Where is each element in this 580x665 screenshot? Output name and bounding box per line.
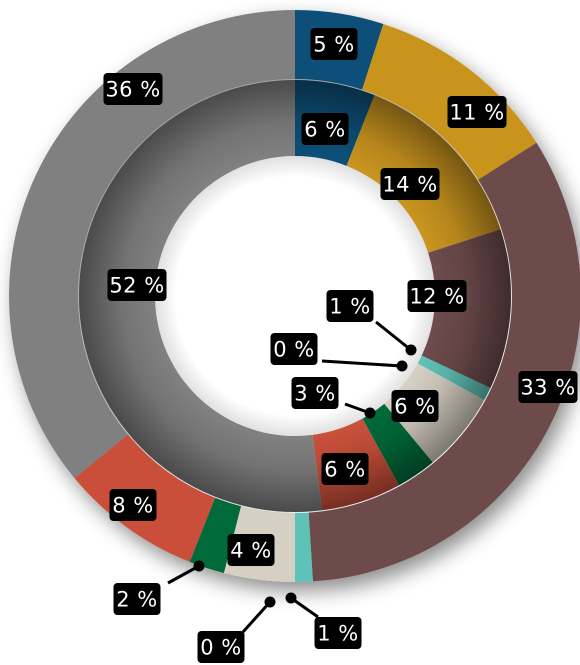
inner-label-gold: 14 % bbox=[380, 168, 440, 200]
inner-label-beige: 6 % bbox=[391, 390, 439, 422]
inner-label-beige-box bbox=[391, 390, 439, 422]
outer-label-gold: 11 % bbox=[447, 96, 507, 128]
outer-slice-teal bbox=[295, 512, 313, 582]
outer-slice-gray bbox=[8, 10, 295, 479]
outer-label-beige-box bbox=[227, 534, 275, 566]
outer-label-zero-text: 0 % bbox=[200, 636, 242, 660]
inner-label-red-box bbox=[321, 453, 369, 485]
inner-label-teal-dot bbox=[405, 344, 417, 356]
inner-label-teal-box bbox=[326, 290, 374, 322]
inner-label-gray-text: 52 % bbox=[109, 274, 164, 298]
outer-label-red-box bbox=[109, 489, 157, 521]
inner-label-brown: 12 % bbox=[407, 280, 467, 312]
outer-label-teal-line bbox=[290, 596, 319, 619]
inner-label-brown-text: 12 % bbox=[409, 285, 464, 309]
outer-label-zero-box bbox=[197, 631, 245, 663]
outer-label-gray-box bbox=[103, 73, 163, 105]
outer-label-zero-line bbox=[241, 600, 272, 634]
inner-label-green-text: 3 % bbox=[294, 382, 336, 406]
outer-label-green-line bbox=[167, 564, 200, 585]
data-labels: 5 % 11 % 33 % 1 % 4 % 2 % 8 % 36 % 6 % 14 % 12 % 1 … bbox=[103, 28, 578, 663]
inner-label-zero-dot bbox=[396, 360, 408, 372]
inner-label-teal-text: 1 % bbox=[329, 295, 371, 319]
inner-label-teal-line bbox=[375, 320, 412, 352]
outer-label-beige-text: 4 % bbox=[230, 539, 272, 563]
inner-label-gray-box bbox=[107, 269, 167, 301]
outer-label-gray: 36 % bbox=[103, 73, 163, 105]
outer-label-green: 2 % bbox=[113, 583, 161, 615]
inner-label-blue-text: 6 % bbox=[304, 118, 346, 142]
inner-label-red-text: 6 % bbox=[324, 458, 366, 482]
inner-label-red: 6 % bbox=[321, 453, 369, 485]
inner-label-zero-text: 0 % bbox=[273, 338, 315, 362]
outer-label-green-box bbox=[113, 583, 161, 615]
inner-label-green: 3 % bbox=[291, 377, 339, 409]
outer-label-blue-text: 5 % bbox=[313, 33, 355, 57]
outer-label-teal-dot bbox=[285, 592, 297, 604]
inner-label-zero-box bbox=[270, 333, 318, 365]
outer-label-zero: 0 % bbox=[197, 631, 245, 663]
inner-label-teal: 1 % bbox=[326, 290, 374, 322]
inner-label-gold-box bbox=[380, 168, 440, 200]
outer-label-blue: 5 % bbox=[310, 28, 358, 60]
outer-label-brown: 33 % bbox=[518, 371, 578, 403]
outer-label-teal-box bbox=[314, 617, 362, 649]
outer-label-green-text: 2 % bbox=[116, 588, 158, 612]
outer-label-red-text: 8 % bbox=[112, 494, 154, 518]
outer-label-beige: 4 % bbox=[227, 534, 275, 566]
inner-label-zero: 0 % bbox=[270, 333, 318, 365]
outer-label-brown-text: 33 % bbox=[520, 376, 575, 400]
outer-slice-brown bbox=[308, 142, 580, 582]
outer-label-teal: 1 % bbox=[314, 617, 362, 649]
outer-label-gold-text: 11 % bbox=[449, 101, 504, 125]
outer-label-gray-text: 36 % bbox=[105, 78, 160, 102]
inner-label-brown-box bbox=[407, 280, 467, 312]
outer-label-gold-box bbox=[447, 96, 507, 128]
inner-label-beige-text: 6 % bbox=[394, 395, 436, 419]
outer-label-green-dot bbox=[193, 560, 205, 572]
inner-label-gray: 52 % bbox=[107, 269, 167, 301]
outer-label-zero-dot bbox=[264, 596, 276, 608]
inner-label-zero-line bbox=[321, 359, 403, 368]
inner-label-blue: 6 % bbox=[301, 113, 349, 145]
inner-label-gold-text: 14 % bbox=[382, 173, 437, 197]
inner-label-green-box bbox=[291, 377, 339, 409]
outer-label-brown-box bbox=[518, 371, 578, 403]
outer-label-blue-box bbox=[310, 28, 358, 60]
outer-label-red: 8 % bbox=[109, 489, 157, 521]
outer-label-teal-text: 1 % bbox=[317, 622, 359, 646]
donut-hole-shade bbox=[155, 156, 435, 436]
inner-label-blue-box bbox=[301, 113, 349, 145]
leader-lines bbox=[167, 320, 417, 634]
inner-label-green-dot bbox=[364, 407, 376, 419]
